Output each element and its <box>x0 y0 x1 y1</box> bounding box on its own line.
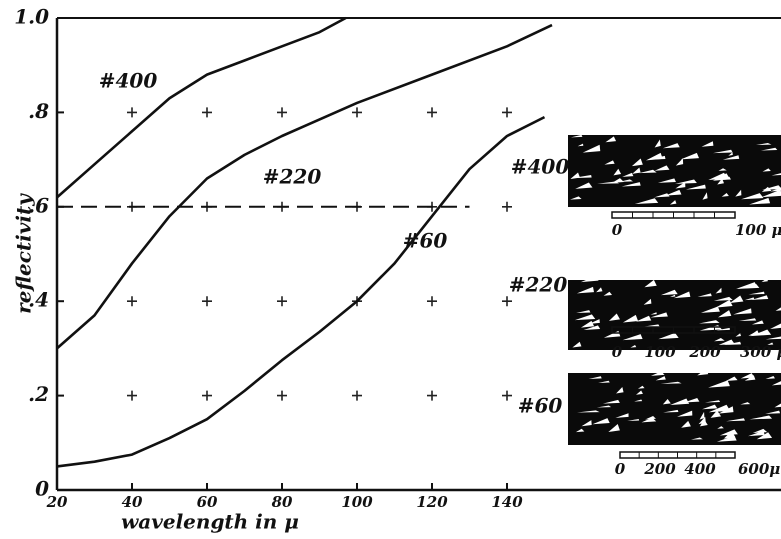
series-label: #60 <box>403 229 448 253</box>
x-tick-label: 20 <box>46 493 68 511</box>
scale-label: 100 μ <box>735 221 781 239</box>
x-tick-label: 40 <box>122 493 143 511</box>
y-tick-label: .2 <box>28 382 49 406</box>
inset-label: #400 <box>511 155 570 179</box>
scale-label: 300 μ <box>740 343 781 361</box>
inset-label: #60 <box>518 394 563 418</box>
y-tick-label: .6 <box>28 193 49 217</box>
chart: reflectivity wavelength in μ 0.2.4.6.81.… <box>0 0 781 539</box>
x-tick-label: 60 <box>197 493 218 511</box>
x-axis-label: wavelength in μ <box>121 510 299 534</box>
x-tick-label: 140 <box>491 493 523 511</box>
scale-label: 100 <box>644 343 676 361</box>
y-tick-label: 1.0 <box>14 5 49 29</box>
series-label: #220 <box>263 165 322 189</box>
scale-label: 0 <box>615 460 626 478</box>
x-tick-label: 80 <box>272 493 293 511</box>
scale-label: 0 <box>612 343 623 361</box>
x-tick-label: 120 <box>416 493 448 511</box>
micrograph <box>568 373 781 445</box>
scale-label: 0 <box>612 221 623 239</box>
y-tick-label: .8 <box>28 99 49 123</box>
x-tick-label: 100 <box>341 493 373 511</box>
series-label: #400 <box>99 69 158 93</box>
scale-label: 600μ <box>738 460 780 478</box>
scale-label: 400 <box>684 460 716 478</box>
scale-label: 200 <box>643 460 676 478</box>
y-tick-label: .4 <box>28 288 49 312</box>
inset-label: #220 <box>509 273 568 297</box>
scale-label: 200 <box>688 343 721 361</box>
